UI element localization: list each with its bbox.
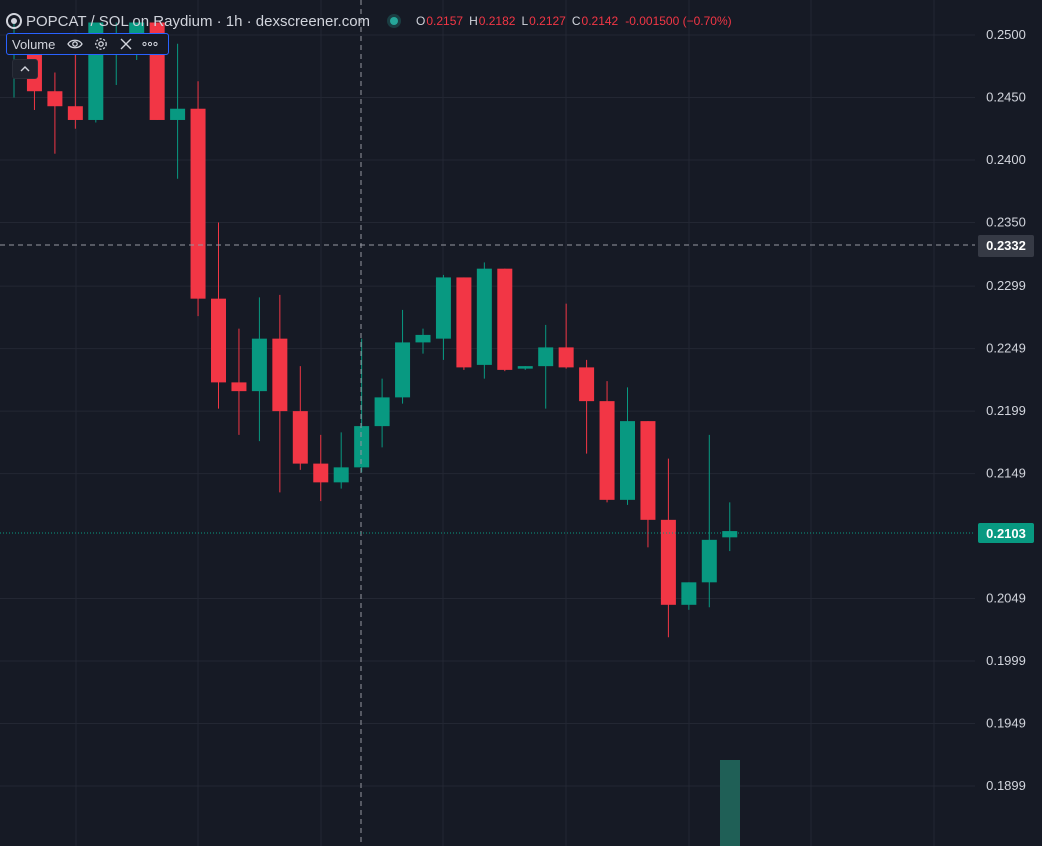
eye-icon[interactable] (67, 35, 84, 53)
candle-body (333, 467, 349, 483)
open-value: 0.2157 (426, 14, 464, 28)
candle-body (497, 268, 513, 370)
candle-body (67, 106, 83, 120)
volume-bars (720, 760, 740, 846)
candle-body (292, 411, 308, 464)
candle-body (129, 22, 145, 37)
volume-bar (720, 760, 740, 846)
candle-body (476, 268, 492, 365)
candle-body (272, 338, 288, 412)
price-tick-label: 0.2249 (986, 341, 1026, 356)
candle-body (354, 426, 370, 468)
collapse-legend-button[interactable] (12, 59, 38, 79)
close-label: C (571, 14, 581, 28)
candle-body (231, 382, 247, 392)
price-tick-label: 0.2400 (986, 152, 1026, 167)
crosshair-price-label: 0.2332 (978, 235, 1034, 257)
price-tick-label: 0.2500 (986, 27, 1026, 42)
candle-body (538, 347, 554, 367)
chart-title: POPCAT / SOL on Raydium · 1h · dexscreen… (26, 12, 371, 30)
gear-icon[interactable] (93, 35, 109, 53)
crosshair-price-text: 0.2332 (986, 238, 1026, 253)
candle-body (681, 582, 697, 605)
candle-body (517, 366, 533, 369)
candle-body (170, 108, 186, 120)
candle-body (313, 463, 329, 483)
candle-body (435, 277, 451, 339)
candle-body (190, 108, 206, 299)
ohlc-values: O0.2157 H0.2182 L0.2127 C0.2142 -0.00150… (416, 14, 732, 28)
volume-indicator-legend[interactable]: Volume (6, 33, 169, 55)
more-icon[interactable] (142, 35, 158, 53)
candle-body (640, 421, 656, 520)
price-tick-label: 0.2350 (986, 214, 1026, 229)
close-icon[interactable] (119, 35, 132, 53)
volume-label: Volume (12, 36, 56, 52)
candle-body (415, 334, 431, 343)
change-value: -0.001500 (−0.70%) (625, 14, 732, 28)
low-value: 0.2127 (529, 14, 566, 28)
candle-body (558, 347, 574, 368)
candle-body (374, 397, 390, 427)
price-tick-label: 0.2049 (986, 591, 1026, 606)
chart-legend: POPCAT / SOL on Raydium · 1h · dexscreen… (6, 6, 732, 36)
open-label: O (416, 14, 426, 28)
candle-body (579, 367, 595, 402)
candle-body (620, 421, 635, 500)
candle-body (599, 401, 615, 500)
price-tick-label: 0.2299 (986, 278, 1026, 293)
low-label: L (521, 14, 529, 28)
high-label: H (469, 14, 478, 28)
price-axis[interactable]: 0.2500 0.2450 0.2400 0.2350 0.2299 0.2249 0.21… (986, 27, 1026, 793)
price-tick-label: 0.1899 (986, 778, 1026, 793)
price-tick-label: 0.2199 (986, 403, 1026, 418)
price-tick-label: 0.1949 (986, 716, 1026, 731)
high-value: 0.2182 (478, 14, 516, 28)
candle-body (47, 91, 63, 107)
price-tick-label: 0.2149 (986, 466, 1026, 481)
price-tick-label: 0.1999 (986, 653, 1026, 668)
price-tick-label: 0.2450 (986, 89, 1026, 104)
last-price-label: 0.2103 (978, 523, 1034, 543)
candle-body (211, 298, 226, 383)
dexscreener-logo-icon (6, 13, 22, 29)
last-price-text: 0.2103 (986, 526, 1026, 541)
chevron-up-icon (20, 66, 30, 72)
candle-body (395, 342, 411, 398)
candle-body (251, 338, 267, 392)
candle-body (722, 531, 738, 538)
close-value: 0.2142 (581, 14, 619, 28)
candle-body (660, 519, 676, 605)
candle-body (701, 539, 717, 583)
market-status-icon (390, 17, 399, 25)
candle-body (456, 277, 472, 368)
